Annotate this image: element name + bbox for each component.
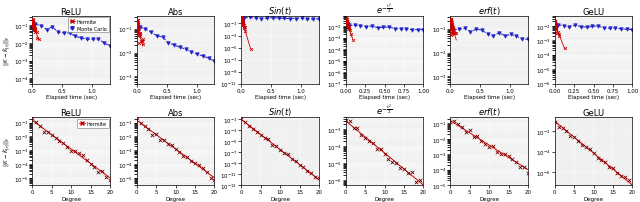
Legend: Hermite, Monte Carlo: Hermite, Monte Carlo [68,18,109,33]
Title: ReLU: ReLU [61,7,82,17]
X-axis label: Elapsed time (sec): Elapsed time (sec) [255,95,306,100]
X-axis label: Degree: Degree [479,196,499,201]
Y-axis label: $||K - \hat{K}_{[r]}||_F$: $||K - \hat{K}_{[r]}||_F$ [1,136,12,166]
X-axis label: Degree: Degree [270,196,290,201]
X-axis label: Elapsed time (sec): Elapsed time (sec) [359,95,410,100]
X-axis label: Degree: Degree [61,196,81,201]
X-axis label: Elapsed time (sec): Elapsed time (sec) [463,95,515,100]
Title: $e^{-\frac{t^2}{2}}$: $e^{-\frac{t^2}{2}}$ [376,102,393,118]
Title: $\mathit{Sin}(t)$: $\mathit{Sin}(t)$ [268,106,292,118]
X-axis label: Elapsed time (sec): Elapsed time (sec) [45,95,97,100]
Title: $\mathit{Sin}(t)$: $\mathit{Sin}(t)$ [268,5,292,17]
Title: Abs: Abs [168,108,183,118]
X-axis label: Degree: Degree [584,196,604,201]
X-axis label: Degree: Degree [374,196,395,201]
Title: GeLU: GeLU [582,7,605,17]
Legend: Hermite: Hermite [77,119,109,128]
Title: $\mathit{erf}(t)$: $\mathit{erf}(t)$ [478,106,500,118]
X-axis label: Degree: Degree [166,196,186,201]
Y-axis label: $||K - \hat{K}_{[r]}||_F$: $||K - \hat{K}_{[r]}||_F$ [1,35,12,65]
Title: Abs: Abs [168,7,183,17]
Title: ReLU: ReLU [61,108,82,118]
X-axis label: Elapsed time (sec): Elapsed time (sec) [150,95,201,100]
Title: GeLU: GeLU [582,108,605,118]
Title: $\mathit{erf}(t)$: $\mathit{erf}(t)$ [478,5,500,17]
Title: $e^{-\frac{t^2}{2}}$: $e^{-\frac{t^2}{2}}$ [376,1,393,17]
X-axis label: Elapsed time (sec): Elapsed time (sec) [568,95,619,100]
